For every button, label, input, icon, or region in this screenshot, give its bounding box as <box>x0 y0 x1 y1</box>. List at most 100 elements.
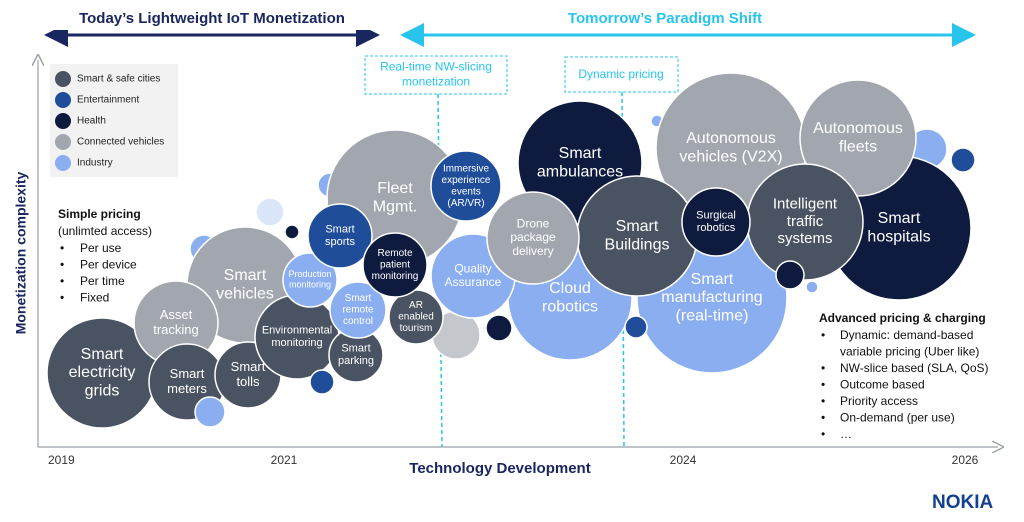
bubble-label: experience <box>442 175 491 186</box>
bubble-label: monitoring <box>372 271 419 282</box>
bubble-label: Smart <box>616 218 659 235</box>
y-axis-label: Monetization complexity <box>13 172 29 335</box>
bullet: • <box>821 378 825 392</box>
bubble-label: Remote <box>377 248 412 259</box>
bubble <box>362 232 428 298</box>
bubble-label: Surgical <box>696 210 736 222</box>
pricing-item: … <box>840 427 852 441</box>
bubble-label: remote <box>342 305 374 316</box>
callout-text: monetization <box>402 75 470 89</box>
bubble-label: patient <box>380 260 410 271</box>
bubble-label: Assurance <box>445 275 502 289</box>
pricing-item: NW-slice based (SLA, QoS) <box>840 361 989 375</box>
bubble-label: systems <box>777 230 832 247</box>
bullet: • <box>60 258 64 272</box>
bubble-label: Environmental <box>262 325 332 337</box>
bubble-label: AR <box>409 300 423 311</box>
banner-bg <box>48 8 376 30</box>
callout-box <box>564 56 679 93</box>
bubble-label: tracking <box>153 322 199 337</box>
bubble-label: Autonomous <box>686 130 776 147</box>
bubble-label: monitoring <box>271 337 322 349</box>
pricing-subtitle: (unlimted access) <box>58 224 152 238</box>
pricing-item: Per use <box>80 241 122 255</box>
deco-circle <box>485 314 513 342</box>
deco-circle <box>624 315 648 339</box>
pricing-item: On-demand (per use) <box>840 411 955 425</box>
banner-left: Today’s Lightweight IoT Monetization <box>79 10 345 27</box>
bullet: • <box>60 274 64 288</box>
bubble-label: Smart <box>224 267 267 284</box>
bubble-label: Asset <box>160 307 193 322</box>
year-label: 2019 <box>48 453 75 467</box>
legend-swatch <box>55 134 71 150</box>
bubble-label: Smart <box>231 359 266 374</box>
year-label: 2026 <box>952 453 979 467</box>
bullet: • <box>60 241 64 255</box>
deco-circle <box>775 260 805 290</box>
bubble-label: events <box>451 186 480 197</box>
bubble <box>282 252 338 308</box>
bubble <box>799 79 917 197</box>
legend-swatch <box>55 113 71 129</box>
bubble-label: enabled <box>398 312 434 323</box>
callout-text: Dynamic pricing <box>578 67 663 81</box>
bubble-label: (AR/VR) <box>447 198 484 209</box>
bubble-label: vehicles (V2X) <box>679 148 782 165</box>
bullet: • <box>821 394 825 408</box>
bubble-label: grids <box>85 383 120 400</box>
legend-bg <box>50 64 178 177</box>
bubble-label: Mgmt. <box>373 198 417 215</box>
bubble-label: Smart <box>878 210 921 227</box>
bubble-label: Cloud <box>549 280 591 297</box>
bubble-label: Smart <box>691 271 734 288</box>
pricing-item: Outcome based <box>840 378 925 392</box>
year-label: 2024 <box>670 453 697 467</box>
banner-right: Tomorrow’s Paradigm Shift <box>568 10 762 27</box>
bubble-label: parking <box>338 355 374 367</box>
bubble <box>430 150 502 222</box>
pricing-item: variable pricing (Uber like) <box>840 345 979 359</box>
legend-swatch <box>55 155 71 171</box>
bubble <box>329 281 387 339</box>
deco-circle <box>255 197 285 227</box>
bubble-label: monitoring <box>289 280 331 290</box>
bubble-label: Smart <box>345 293 372 304</box>
deco-circle <box>805 280 819 294</box>
bubble-label: traffic <box>787 213 824 230</box>
bubble-label: Smart <box>325 224 354 236</box>
pricing-item: Priority access <box>840 394 918 408</box>
bullet: • <box>821 361 825 375</box>
bubble-label: electricity <box>69 364 136 381</box>
pricing-title: Advanced pricing & charging <box>819 311 986 325</box>
legend-label: Connected vehicles <box>77 137 164 148</box>
bubble-label: Quality <box>454 261 491 275</box>
bubble-label: Smart <box>341 343 370 355</box>
bubble-label: ambulances <box>537 163 623 180</box>
legend-label: Industry <box>77 158 113 169</box>
bubble-label: tourism <box>400 323 433 334</box>
bullet: • <box>821 411 825 425</box>
bubble-label: Drone <box>517 216 550 230</box>
bubble-label: Smart <box>170 366 205 381</box>
bullet: • <box>60 291 64 305</box>
bubble-label: robotics <box>542 298 598 315</box>
bubble-label: hospitals <box>867 228 930 245</box>
bullet: • <box>821 427 825 441</box>
bubble-label: (real-time) <box>676 308 749 325</box>
deco-circle <box>194 396 226 428</box>
bubble-label: vehicles <box>216 285 274 302</box>
legend-label: Entertainment <box>77 95 139 106</box>
bubble <box>307 203 373 269</box>
logo: NOKIA <box>932 492 994 513</box>
x-axis-label: Technology Development <box>409 460 590 477</box>
year-label: 2021 <box>271 453 298 467</box>
deco-circle <box>284 224 300 240</box>
bubble-label: Autonomous <box>813 120 903 137</box>
legend-swatch <box>55 92 71 108</box>
callout-text: Real-time NW-slicing <box>380 60 492 74</box>
bubble-label: manufacturing <box>661 289 762 306</box>
bubble-label: meters <box>167 381 207 396</box>
pricing-item: Per device <box>80 258 137 272</box>
